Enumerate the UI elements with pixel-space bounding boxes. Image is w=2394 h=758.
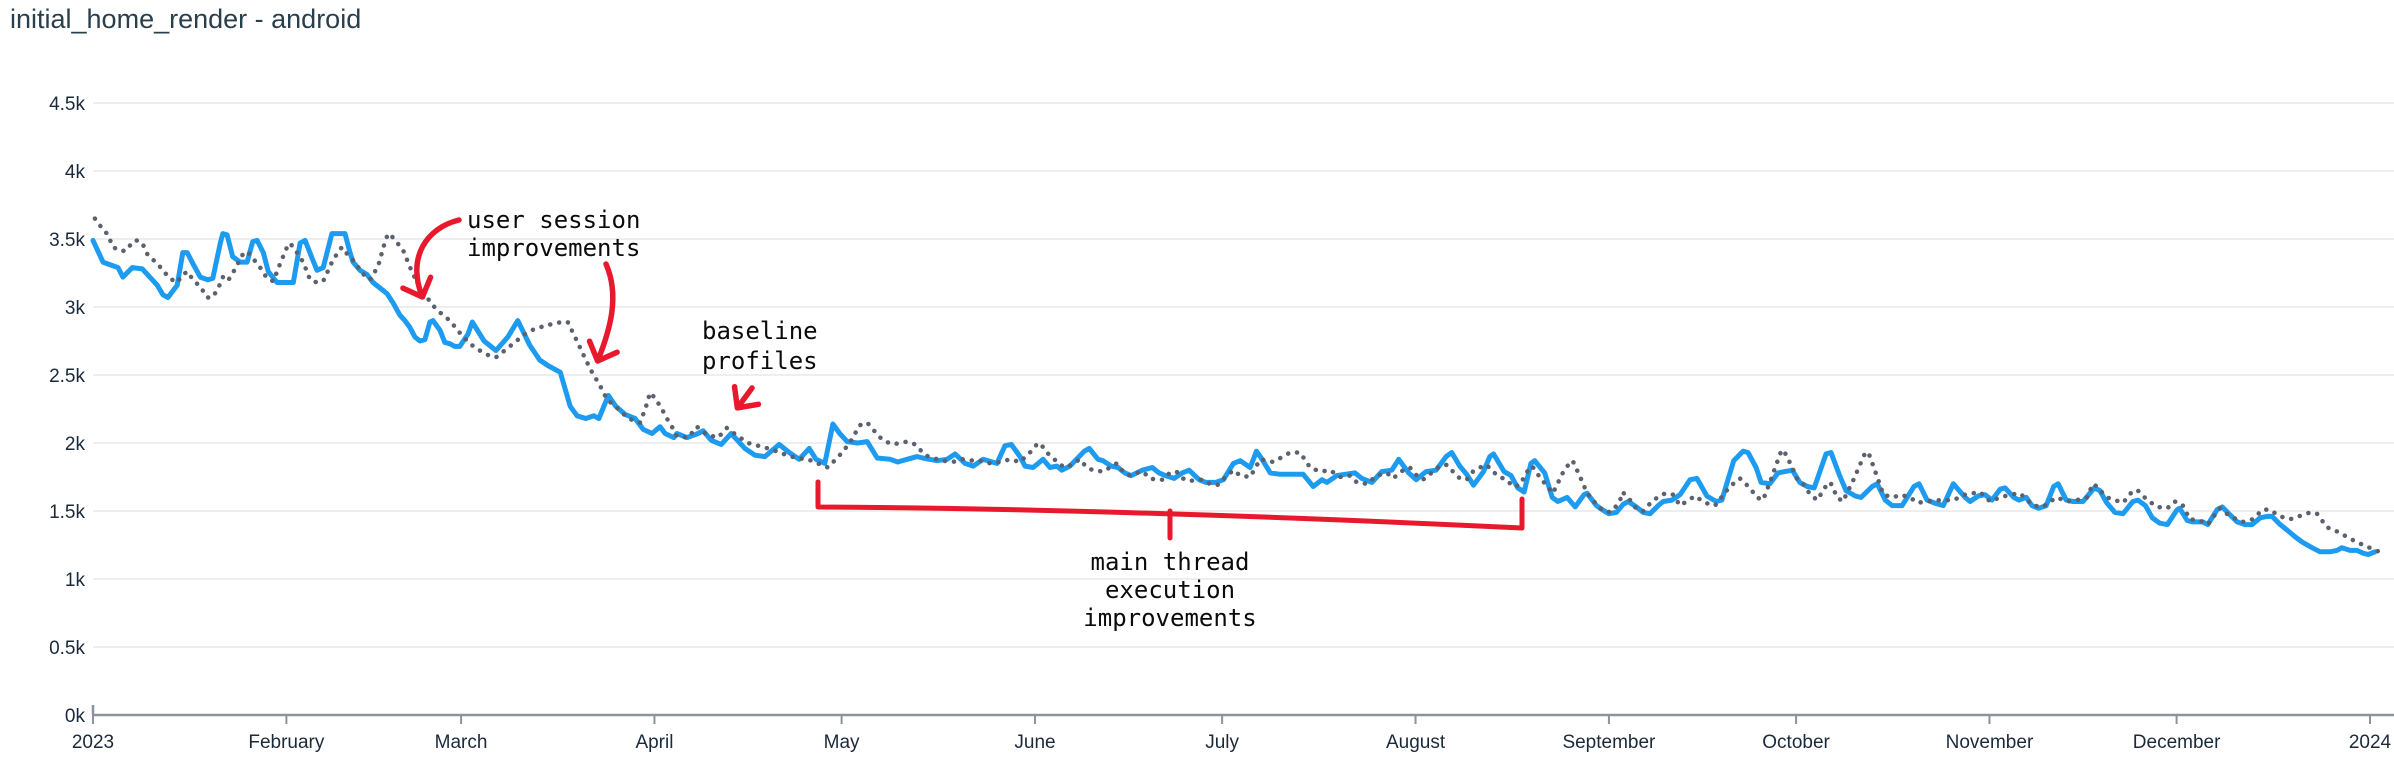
x-tick-label: September: [1562, 732, 1656, 753]
y-tick-label: 0k: [65, 706, 86, 727]
x-tick-label: April: [635, 732, 673, 753]
user-session-label-line-1: user session: [467, 206, 640, 234]
x-tick-label: March: [435, 732, 488, 753]
y-tick-label: 2.5k: [49, 366, 85, 387]
y-tick-label: 1k: [65, 570, 86, 591]
x-tick-label: June: [1014, 732, 1055, 753]
main-thread-label-line-2: execution: [1105, 576, 1235, 604]
y-tick-label: 3k: [65, 298, 86, 319]
main-thread-label-line-1: main thread: [1091, 548, 1250, 576]
x-tick-label: November: [1946, 732, 2034, 753]
annotations: user sessionimprovementsbaselineprofiles…: [400, 206, 1525, 632]
baseline-profiles-label-line-1: baseline: [702, 317, 818, 345]
main-thread-label-line-3: improvements: [1083, 604, 1256, 632]
user-session-arrow-1: [400, 217, 462, 300]
y-tick-label: 3.5k: [49, 230, 85, 251]
baseline-profiles-arrow: [731, 383, 762, 411]
y-tick-label: 0.5k: [49, 638, 85, 659]
gridlines: [93, 102, 2394, 648]
x-tick-label: February: [248, 732, 325, 753]
user-session-arrow-2: [586, 261, 620, 364]
y-axis-labels: 4.5k 4k 3.5k 3k 2.5k 2k 1.5k 1k 0.5k 0k: [49, 94, 85, 727]
x-tick-label: August: [1386, 732, 1446, 753]
y-tick-label: 1.5k: [49, 502, 85, 523]
x-tick-label: 2023: [72, 732, 114, 753]
x-tick-label: December: [2133, 732, 2221, 753]
x-tick-label: July: [1205, 732, 1239, 753]
page-title: initial_home_render - android: [10, 4, 362, 34]
y-tick-label: 2k: [65, 434, 86, 455]
x-tick-label: May: [824, 732, 860, 753]
series-reference-line[interactable]: [92, 216, 2383, 555]
baseline-profiles-label-line-2: profiles: [702, 347, 818, 375]
series-primary-line[interactable]: [90, 231, 2378, 557]
x-tick-label: October: [1762, 732, 1830, 753]
y-tick-label: 4.5k: [49, 94, 85, 115]
y-tick-label: 4k: [65, 162, 86, 183]
x-tick-label: 2024: [2349, 732, 2392, 753]
user-session-label-line-2: improvements: [467, 234, 640, 262]
main-thread-bracket: [815, 479, 1525, 531]
x-axis: 2023 February March April May June July August S…: [72, 705, 2394, 753]
